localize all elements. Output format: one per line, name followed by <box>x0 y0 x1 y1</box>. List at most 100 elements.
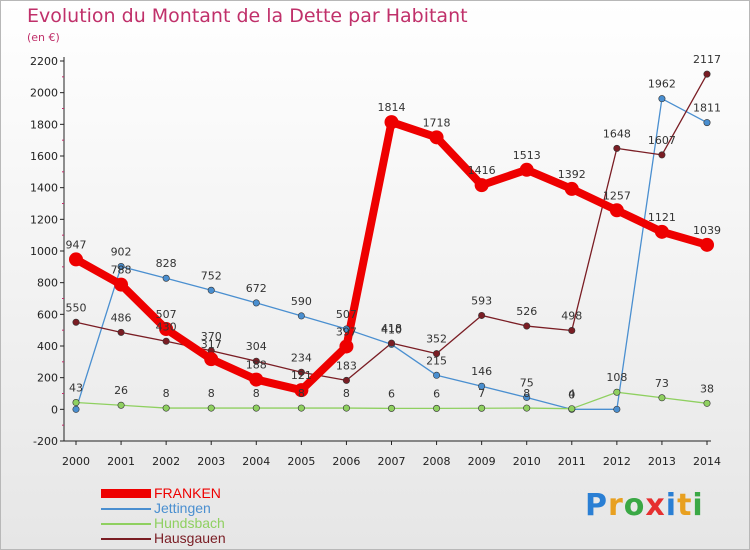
data-label-hundsbach: 4 <box>568 388 575 401</box>
data-point-jettingen <box>162 274 170 282</box>
series-line-franken <box>74 118 709 395</box>
data-label-franken: 1392 <box>558 168 586 181</box>
y-tick-label: 1200 <box>30 213 58 226</box>
data-point-franken <box>700 237 714 252</box>
y-tick-label: -200 <box>33 435 58 448</box>
data-point-hundsbach <box>478 404 486 412</box>
y-tick-label: 800 <box>37 277 58 290</box>
data-label-hundsbach: 8 <box>343 387 350 400</box>
data-point-jettingen <box>117 263 125 271</box>
data-point-franken <box>519 162 534 177</box>
data-point-hundsbach <box>523 404 531 412</box>
data-point-jettingen <box>207 286 215 294</box>
x-tick-label: 2009 <box>468 455 496 468</box>
data-label-jettingen: 1811 <box>693 102 721 115</box>
data-label-hundsbach: 8 <box>163 387 170 400</box>
data-point-franken <box>204 352 219 367</box>
data-label-hausgauen: 1607 <box>648 134 676 147</box>
data-point-hausgauen <box>117 328 125 336</box>
data-point-franken <box>384 115 399 130</box>
legend-item-hausgauen: Hausgauen <box>101 530 361 547</box>
data-label-franken: 121 <box>291 369 312 382</box>
data-point-hundsbach <box>433 404 441 412</box>
data-point-jettingen <box>523 393 531 401</box>
x-tick-label: 2014 <box>693 455 721 468</box>
data-label-jettingen: 215 <box>426 354 447 367</box>
data-point-hundsbach <box>207 404 215 412</box>
legend-swatch <box>101 523 151 525</box>
data-label-hausgauen: 593 <box>471 294 492 307</box>
data-point-hundsbach <box>613 388 621 396</box>
data-label-hausgauen: 352 <box>426 333 447 346</box>
legend-swatch <box>101 508 151 510</box>
data-label-hundsbach: 26 <box>114 384 128 397</box>
data-label-jettingen: 902 <box>111 246 132 259</box>
x-tick-label: 2013 <box>648 455 676 468</box>
data-point-hausgauen <box>162 337 170 345</box>
data-point-franken <box>654 224 669 239</box>
data-point-franken <box>429 130 444 145</box>
data-label-franken: 1513 <box>513 149 541 162</box>
data-label-jettingen: 146 <box>471 365 492 378</box>
y-tick-label: 1600 <box>30 150 58 163</box>
data-point-hausgauen <box>252 357 260 365</box>
data-point-hausgauen <box>342 376 350 384</box>
data-point-jettingen <box>433 371 441 379</box>
data-label-franken: 317 <box>201 338 222 351</box>
data-point-hundsbach <box>658 394 666 402</box>
data-point-jettingen <box>703 119 711 127</box>
data-label-hausgauen: 486 <box>111 311 132 324</box>
data-point-hausgauen <box>613 144 621 152</box>
y-tick-label: 600 <box>37 308 58 321</box>
data-point-franken <box>114 277 129 292</box>
data-label-hundsbach: 8 <box>208 387 215 400</box>
data-label-hausgauen: 370 <box>201 330 222 343</box>
data-point-jettingen <box>342 325 350 333</box>
data-label-franken: 1257 <box>603 189 631 202</box>
data-point-franken <box>159 322 174 337</box>
data-label-hausgauen: 1648 <box>603 127 631 140</box>
x-tick-label: 2007 <box>378 455 406 468</box>
data-label-franken: 1718 <box>423 116 451 129</box>
x-tick-label: 2010 <box>513 455 541 468</box>
data-point-hundsbach <box>162 404 170 412</box>
y-tick-label: 400 <box>37 340 58 353</box>
legend-item-franken: FRANKEN <box>101 485 361 502</box>
data-point-jettingen <box>613 405 621 413</box>
data-label-hundsbach: 43 <box>69 382 83 395</box>
data-label-jettingen: 75 <box>520 376 534 389</box>
data-point-hundsbach <box>72 399 80 407</box>
logo-letter: t <box>677 488 693 523</box>
x-tick-label: 2003 <box>197 455 225 468</box>
legend: FRANKEN Jettingen Hundsbach Hausgauen <box>101 485 361 547</box>
data-label-franken: 788 <box>111 264 132 277</box>
y-tick-label: 2000 <box>30 87 58 100</box>
data-point-franken <box>564 181 579 196</box>
legend-swatch <box>101 489 151 498</box>
data-point-jettingen <box>478 382 486 390</box>
y-tick-label: 2200 <box>30 55 58 68</box>
y-tick-label: 200 <box>37 372 58 385</box>
chart-title: Evolution du Montant de la Dette par Hab… <box>27 5 468 27</box>
series-points <box>69 70 714 413</box>
x-tick-label: 2008 <box>423 455 451 468</box>
x-tick-label: 2004 <box>242 455 270 468</box>
data-point-hundsbach <box>117 401 125 409</box>
data-point-hundsbach <box>387 404 395 412</box>
data-point-hausgauen <box>703 70 711 78</box>
data-label-jettingen: 0 <box>568 388 575 401</box>
x-tick-label: 2002 <box>152 455 180 468</box>
x-tick-label: 2011 <box>558 455 586 468</box>
y-tick-label: 0 <box>51 403 58 416</box>
data-label-hundsbach: 7 <box>478 387 485 400</box>
legend-item-hundsbach: Hundsbach <box>101 515 361 532</box>
data-point-jettingen <box>252 299 260 307</box>
data-point-hausgauen <box>568 326 576 334</box>
data-label-jettingen: 828 <box>156 257 177 270</box>
data-point-franken <box>474 178 489 193</box>
legend-label: FRANKEN <box>154 485 221 501</box>
legend-label: Hausgauen <box>154 530 226 546</box>
data-label-hausgauen: 430 <box>156 320 177 333</box>
data-label-hundsbach: 6 <box>388 387 395 400</box>
